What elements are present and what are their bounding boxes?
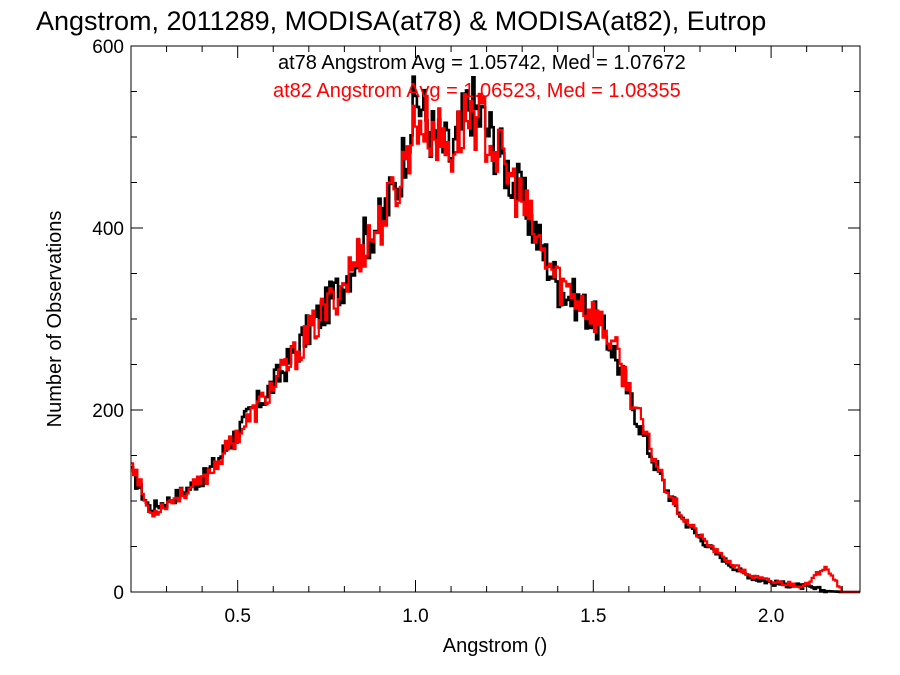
at78-stats-annotation: at78 Angstrom Avg = 1.05742, Med = 1.076… <box>278 52 686 74</box>
at82-stats-annotation: at82 Angstrom Avg = 1.06523, Med = 1.083… <box>273 80 681 102</box>
y-tick-label: 0 <box>113 583 124 604</box>
plot-frame <box>130 45 861 593</box>
chart-title: Angstrom, 2011289, MODISA(at78) & MODISA… <box>36 6 766 36</box>
plot-lines <box>131 75 860 594</box>
y-tick-label: 600 <box>92 37 124 58</box>
x-tick-label: 1.0 <box>402 606 428 627</box>
x-tick-label: 1.5 <box>580 606 606 627</box>
x-tick-label: 2.0 <box>758 606 784 627</box>
x-axis-label: Angstrom () <box>443 635 547 657</box>
y-axis-label: Number of Observations <box>44 211 66 428</box>
x-tick-label: 0.5 <box>224 606 250 627</box>
y-tick-label: 400 <box>92 219 124 240</box>
series-line-at82 <box>131 92 860 594</box>
y-tick-label: 200 <box>92 401 124 422</box>
y-axis-ticks: 0 200 400 600 <box>92 37 860 604</box>
x-axis-ticks: 0.5 1.0 1.5 2.0 <box>166 46 843 627</box>
